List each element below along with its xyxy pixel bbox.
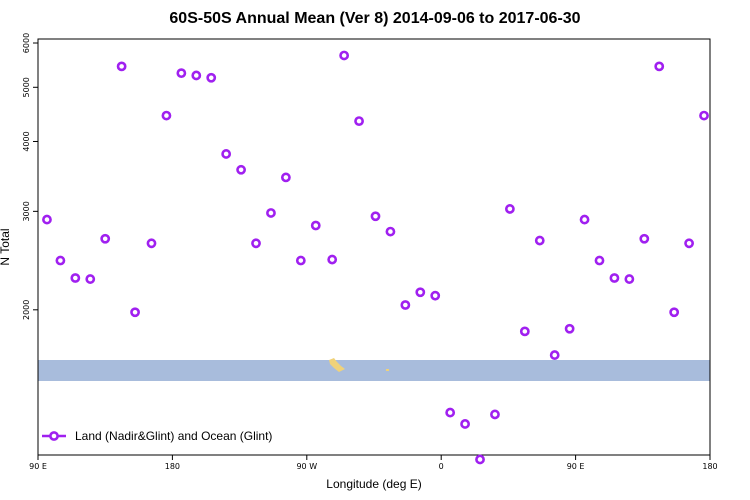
data-point xyxy=(236,164,246,175)
data-point xyxy=(100,233,111,244)
data-point xyxy=(684,238,694,249)
data-point xyxy=(564,323,575,334)
data-point xyxy=(251,238,261,249)
data-point xyxy=(400,300,411,310)
data-point xyxy=(639,233,650,244)
data-point xyxy=(161,110,172,121)
data-point xyxy=(504,204,515,214)
data-point xyxy=(266,208,276,218)
data-point xyxy=(327,254,338,265)
data-point xyxy=(669,307,680,318)
data-point xyxy=(624,274,635,284)
data-point xyxy=(579,214,590,225)
legend-marker xyxy=(49,431,59,441)
data-point xyxy=(430,290,441,301)
data-point xyxy=(130,307,140,318)
data-point xyxy=(176,68,187,79)
data-point xyxy=(460,419,470,429)
data-point xyxy=(609,273,620,283)
y-tick-label: 2000 xyxy=(22,300,31,320)
x-tick-label: 90 E xyxy=(567,462,585,471)
data-point xyxy=(354,116,364,127)
data-point xyxy=(70,273,81,283)
data-point xyxy=(445,407,456,418)
data-point xyxy=(85,274,96,284)
data-point xyxy=(280,172,291,183)
data-point xyxy=(370,211,381,222)
y-tick-label: 5000 xyxy=(22,77,31,97)
data-point xyxy=(519,326,530,337)
data-point xyxy=(295,255,306,266)
plot-layer xyxy=(38,358,710,381)
data-point xyxy=(490,409,500,420)
data-point xyxy=(310,220,321,231)
data-point xyxy=(206,72,217,83)
legend-label: Land (Nadir&Glint) and Ocean (Glint) xyxy=(75,429,272,443)
x-tick-label: 180 xyxy=(165,462,180,471)
data-point xyxy=(594,255,605,266)
x-tick-label: 0 xyxy=(439,462,444,471)
y-tick-label: 3000 xyxy=(22,201,31,221)
map-ocean-band xyxy=(38,360,710,381)
plot-frame xyxy=(37,38,711,456)
data-point xyxy=(415,287,426,298)
data-point xyxy=(534,235,545,246)
x-tick-label: 90 W xyxy=(296,462,317,471)
y-tick-label: 4000 xyxy=(22,131,31,151)
chart-title: 60S-50S Annual Mean (Ver 8) 2014-09-06 t… xyxy=(169,10,581,27)
map-landmass xyxy=(329,358,345,372)
data-point xyxy=(42,214,52,225)
x-tick-label: 180 xyxy=(702,462,717,471)
axis-layer: 90 E 180 90 W 0 90 E 180 2000 3000 4000 5000 6000 L… xyxy=(0,33,718,491)
data-point xyxy=(339,50,350,61)
data-point xyxy=(385,226,396,237)
legend: Land (Nadir&Glint) and Ocean (Glint) xyxy=(42,429,272,443)
data-point xyxy=(55,255,66,266)
map-island xyxy=(386,369,389,371)
x-tick-label: 90 E xyxy=(29,462,47,471)
data-point xyxy=(699,110,709,121)
data-point xyxy=(549,350,560,360)
data-point xyxy=(221,149,232,159)
data-point xyxy=(475,454,485,465)
data-point xyxy=(654,61,665,72)
data-point xyxy=(191,70,202,81)
y-tick-label: 6000 xyxy=(22,33,31,53)
x-axis-title: Longitude (deg E) xyxy=(326,477,421,491)
points-layer xyxy=(42,50,709,465)
data-point xyxy=(116,61,127,72)
y-axis-title: N Total xyxy=(0,228,12,265)
data-point xyxy=(146,238,157,249)
